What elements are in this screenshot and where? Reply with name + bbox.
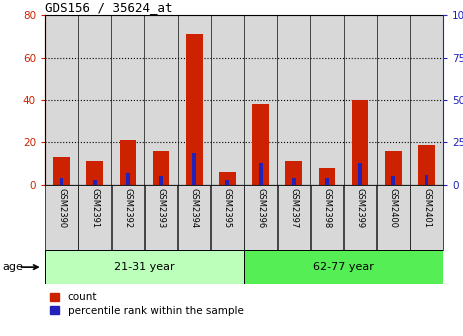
Text: GSM2395: GSM2395: [223, 188, 232, 228]
Text: GSM2401: GSM2401: [422, 188, 431, 228]
Text: GSM2396: GSM2396: [256, 188, 265, 228]
Bar: [277, 15, 310, 185]
Bar: [244, 15, 277, 185]
Bar: [192, 153, 196, 185]
Legend: count, percentile rank within the sample: count, percentile rank within the sample: [50, 293, 244, 316]
Bar: [244, 250, 443, 284]
Bar: [45, 250, 244, 284]
Bar: [377, 185, 410, 250]
Bar: [219, 172, 236, 185]
Bar: [178, 15, 211, 185]
Bar: [78, 185, 111, 250]
Bar: [391, 176, 395, 185]
Text: GSM2391: GSM2391: [90, 188, 99, 228]
Bar: [244, 185, 277, 250]
Bar: [119, 140, 136, 185]
Bar: [144, 15, 178, 185]
Text: GSM2397: GSM2397: [289, 188, 298, 228]
Text: GSM2390: GSM2390: [57, 188, 66, 228]
Bar: [292, 178, 296, 185]
Bar: [344, 15, 377, 185]
Text: age: age: [2, 262, 23, 272]
Text: 21-31 year: 21-31 year: [114, 262, 175, 272]
Bar: [410, 185, 443, 250]
Text: GDS156 / 35624_at: GDS156 / 35624_at: [45, 1, 172, 14]
Bar: [310, 15, 344, 185]
Bar: [178, 185, 211, 250]
Text: GSM2398: GSM2398: [322, 188, 332, 228]
Bar: [78, 15, 111, 185]
Bar: [344, 185, 376, 250]
Bar: [159, 176, 163, 185]
Bar: [126, 173, 130, 185]
Bar: [211, 185, 244, 250]
Bar: [325, 178, 329, 185]
Text: GSM2392: GSM2392: [123, 188, 132, 228]
Text: GSM2400: GSM2400: [389, 188, 398, 228]
Bar: [225, 180, 229, 185]
Bar: [111, 15, 144, 185]
Bar: [252, 104, 269, 185]
Text: GSM2393: GSM2393: [156, 188, 166, 228]
Text: 62-77 year: 62-77 year: [313, 262, 374, 272]
Bar: [60, 178, 63, 185]
Bar: [45, 185, 78, 250]
Bar: [112, 185, 144, 250]
Bar: [311, 185, 343, 250]
Bar: [211, 15, 244, 185]
Bar: [319, 168, 335, 185]
Bar: [418, 144, 435, 185]
Bar: [425, 175, 428, 185]
Bar: [93, 180, 97, 185]
Bar: [358, 163, 362, 185]
Bar: [87, 162, 103, 185]
Text: GSM2394: GSM2394: [190, 188, 199, 228]
Bar: [377, 15, 410, 185]
Bar: [45, 15, 78, 185]
Bar: [186, 34, 202, 185]
Bar: [286, 162, 302, 185]
Bar: [259, 163, 263, 185]
Bar: [352, 100, 369, 185]
Text: GSM2399: GSM2399: [356, 188, 365, 228]
Bar: [153, 151, 169, 185]
Bar: [277, 185, 310, 250]
Bar: [145, 185, 177, 250]
Bar: [410, 15, 443, 185]
Bar: [53, 157, 70, 185]
Bar: [385, 151, 401, 185]
